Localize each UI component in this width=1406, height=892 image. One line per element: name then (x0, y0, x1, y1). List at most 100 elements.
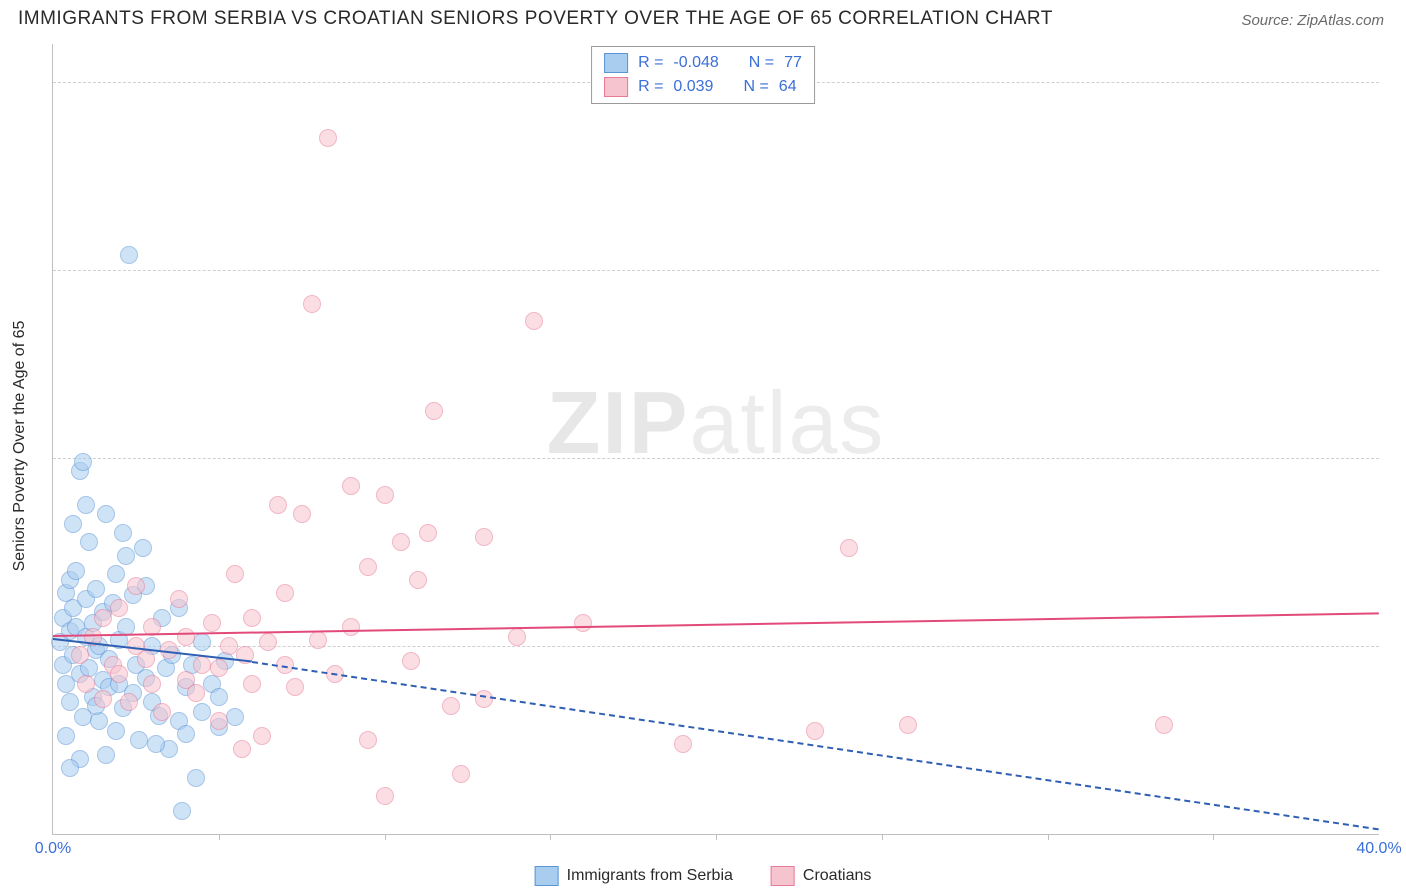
data-point-croatia (153, 703, 171, 721)
data-point-croatia (376, 486, 394, 504)
gridline (53, 646, 1379, 647)
data-point-serbia (80, 533, 98, 551)
data-point-croatia (1155, 716, 1173, 734)
data-point-croatia (110, 599, 128, 617)
data-point-serbia (107, 722, 125, 740)
n-label: N = (743, 75, 768, 99)
data-point-croatia (243, 609, 261, 627)
data-point-croatia (303, 295, 321, 313)
data-point-serbia (57, 727, 75, 745)
chart-container: IMMIGRANTS FROM SERBIA VS CROATIAN SENIO… (0, 0, 1406, 892)
r-label: R = (638, 75, 663, 99)
data-point-croatia (203, 614, 221, 632)
data-point-serbia (177, 725, 195, 743)
data-point-croatia (425, 402, 443, 420)
data-point-serbia (134, 539, 152, 557)
y-tick-label: 30.0% (1383, 261, 1406, 279)
data-point-croatia (402, 652, 420, 670)
n-label: N = (749, 51, 774, 75)
data-point-serbia (67, 562, 85, 580)
plot-area: ZIPatlas 10.0%20.0%30.0%40.0%0.0%40.0% (52, 44, 1379, 835)
data-point-croatia (359, 731, 377, 749)
data-point-serbia (226, 708, 244, 726)
x-tick-label: 40.0% (1356, 840, 1401, 858)
x-minor-tick (385, 834, 386, 840)
data-point-croatia (392, 533, 410, 551)
x-minor-tick (550, 834, 551, 840)
legend-label-croatia: Croatians (803, 867, 871, 885)
data-point-serbia (74, 453, 92, 471)
legend-item-serbia: Immigrants from Serbia (535, 866, 733, 886)
n-value-serbia: 77 (784, 51, 802, 75)
data-point-croatia (110, 665, 128, 683)
watermark: ZIPatlas (547, 372, 886, 474)
data-point-croatia (475, 528, 493, 546)
data-point-croatia (137, 650, 155, 668)
data-point-croatia (674, 735, 692, 753)
data-point-croatia (193, 656, 211, 674)
data-point-croatia (409, 571, 427, 589)
data-point-croatia (187, 684, 205, 702)
data-point-croatia (269, 496, 287, 514)
x-tick-label: 0.0% (35, 840, 71, 858)
data-point-croatia (77, 675, 95, 693)
data-point-croatia (319, 129, 337, 147)
data-point-serbia (87, 580, 105, 598)
legend-row-croatia: R = 0.039 N = 64 (604, 75, 802, 99)
x-minor-tick (1213, 834, 1214, 840)
data-point-serbia (130, 731, 148, 749)
r-value-croatia: 0.039 (673, 75, 713, 99)
data-point-croatia (475, 690, 493, 708)
data-point-serbia (97, 746, 115, 764)
data-point-croatia (94, 609, 112, 627)
data-point-croatia (210, 712, 228, 730)
data-point-croatia (226, 565, 244, 583)
data-point-serbia (173, 802, 191, 820)
data-point-croatia (806, 722, 824, 740)
data-point-serbia (120, 246, 138, 264)
n-value-croatia: 64 (779, 75, 797, 99)
data-point-croatia (508, 628, 526, 646)
data-point-croatia (376, 787, 394, 805)
series-legend: Immigrants from Serbia Croatians (535, 866, 872, 886)
data-point-croatia (276, 584, 294, 602)
correlation-legend: R = -0.048 N = 77 R = 0.039 N = 64 (591, 46, 815, 104)
data-point-serbia (193, 633, 211, 651)
data-point-croatia (899, 716, 917, 734)
data-point-croatia (286, 678, 304, 696)
x-minor-tick (716, 834, 717, 840)
data-point-croatia (840, 539, 858, 557)
data-point-croatia (170, 590, 188, 608)
data-point-serbia (117, 547, 135, 565)
data-point-serbia (210, 688, 228, 706)
y-tick-label: 10.0% (1383, 637, 1406, 655)
legend-label-serbia: Immigrants from Serbia (567, 867, 733, 885)
data-point-croatia (177, 628, 195, 646)
data-point-croatia (143, 675, 161, 693)
data-point-croatia (243, 675, 261, 693)
trend-line (252, 661, 1379, 830)
x-minor-tick (219, 834, 220, 840)
r-label: R = (638, 51, 663, 75)
data-point-croatia (210, 659, 228, 677)
data-point-croatia (442, 697, 460, 715)
data-point-serbia (187, 769, 205, 787)
r-value-serbia: -0.048 (673, 51, 718, 75)
y-tick-label: 20.0% (1383, 449, 1406, 467)
y-tick-label: 40.0% (1383, 73, 1406, 91)
data-point-serbia (61, 759, 79, 777)
data-point-croatia (342, 618, 360, 636)
data-point-croatia (309, 631, 327, 649)
swatch-croatia (604, 77, 628, 97)
data-point-serbia (193, 703, 211, 721)
data-point-serbia (107, 565, 125, 583)
x-minor-tick (882, 834, 883, 840)
swatch-serbia-icon (535, 866, 559, 886)
data-point-croatia (233, 740, 251, 758)
data-point-serbia (61, 693, 79, 711)
data-point-croatia (259, 633, 277, 651)
data-point-serbia (64, 515, 82, 533)
swatch-serbia (604, 53, 628, 73)
data-point-croatia (525, 312, 543, 330)
data-point-croatia (120, 693, 138, 711)
